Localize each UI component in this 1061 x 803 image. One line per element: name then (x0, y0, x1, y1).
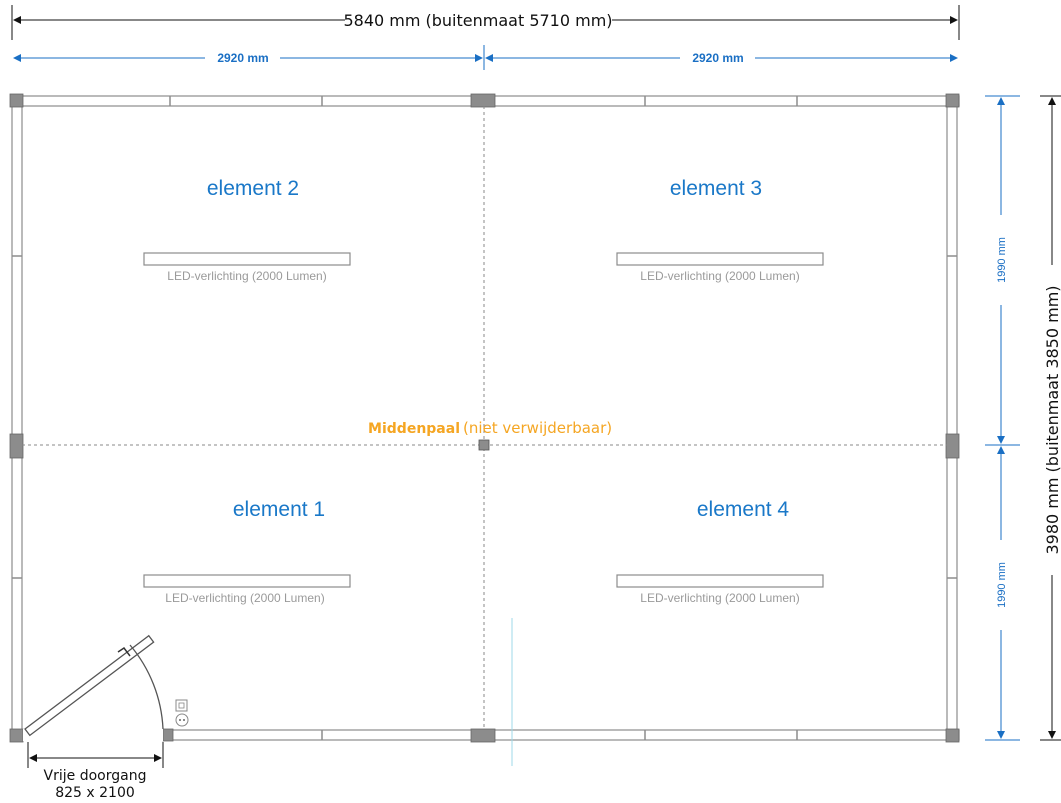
led-label-3: LED-verlichting (2000 Lumen) (640, 269, 799, 283)
dimension-total-height: 3980 mm (buitenmaat 3850 mm) (1040, 95, 1061, 741)
dimension-total-width: 5840 mm (buitenmaat 5710 mm) (11, 5, 960, 40)
dimension-half-width: 2920 mm 2920 mm (13, 45, 958, 70)
element-2-label: element 2 (207, 177, 299, 200)
middenpaal-post (478, 439, 490, 451)
half-height-top-label: 1990 mm (996, 237, 1008, 283)
led-bar-3 (616, 252, 824, 266)
center-lines (22, 106, 947, 730)
posts (9, 93, 960, 743)
element-1-label: element 1 (233, 498, 325, 521)
led-label-2: LED-verlichting (2000 Lumen) (167, 269, 326, 283)
door-handle (117, 646, 131, 657)
element-2: element 2 LED-verlichting (2000 Lumen) (143, 177, 351, 283)
element-3-label: element 3 (670, 177, 762, 200)
door-label-line1: Vrije doorgang (44, 768, 147, 784)
wall-joints (12, 96, 957, 740)
walls (11, 95, 960, 741)
middenpaal-label: Middenpaal (368, 421, 460, 437)
switch-icon (175, 699, 188, 712)
element-1: element 1 LED-verlichting (2000 Lumen) (143, 498, 351, 605)
dimension-half-height: 1990 mm 1990 mm (985, 95, 1020, 741)
door-dimension: Vrije doorgang 825 x 2100 (27, 742, 164, 801)
total-width-label: 5840 mm (buitenmaat 5710 mm) (343, 11, 612, 30)
half-width-left-label: 2920 mm (217, 51, 268, 65)
element-4-label: element 4 (697, 498, 790, 521)
element-4: element 4 LED-verlichting (2000 Lumen) (616, 498, 824, 605)
led-bar-4 (616, 574, 824, 588)
door-label-line2: 825 x 2100 (55, 785, 135, 801)
socket-icon (175, 713, 189, 727)
total-height-label: 3980 mm (buitenmaat 3850 mm) (1043, 285, 1061, 554)
door-swing-arc (129, 644, 164, 730)
led-bar-2 (143, 252, 351, 266)
led-bar-1 (143, 574, 351, 588)
door (24, 634, 164, 737)
switch-socket (175, 699, 189, 727)
half-width-right-label: 2920 mm (692, 51, 743, 65)
led-label-4: LED-verlichting (2000 Lumen) (640, 591, 799, 605)
door-opening (23, 729, 163, 741)
led-label-1: LED-verlichting (2000 Lumen) (165, 591, 324, 605)
middenpaal-note: (niet verwijderbaar) (463, 419, 612, 437)
element-3: element 3 LED-verlichting (2000 Lumen) (616, 177, 824, 283)
half-height-bottom-label: 1990 mm (996, 562, 1008, 608)
door-leaf (24, 634, 155, 737)
